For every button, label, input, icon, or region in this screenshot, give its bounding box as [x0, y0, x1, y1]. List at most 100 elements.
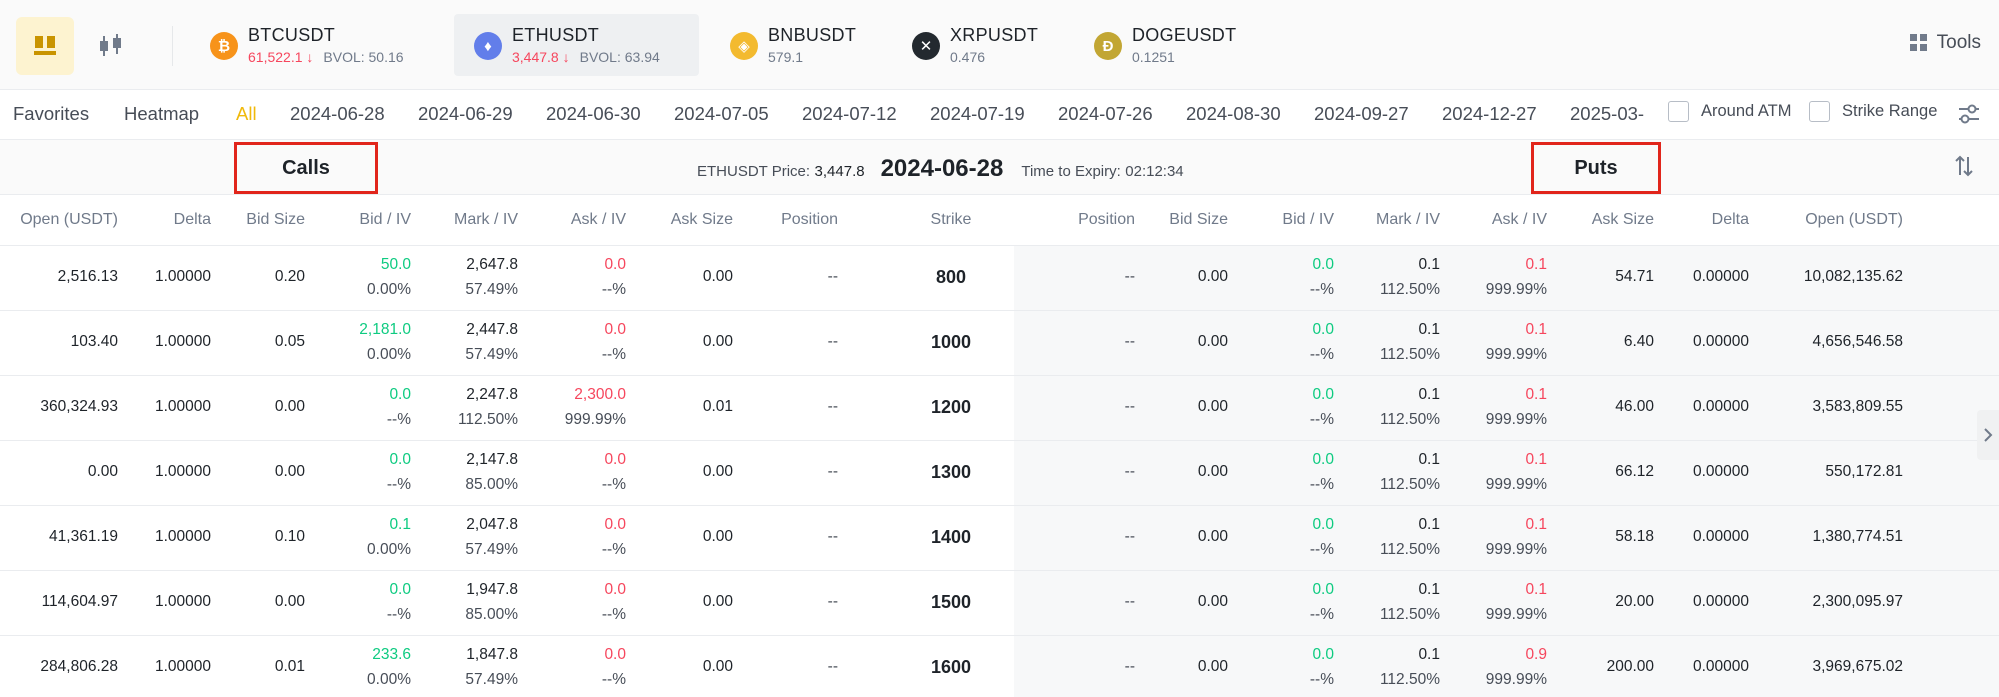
symbol-tab-bnbusdt[interactable]: ◈ BNBUSDT 579.1 — [724, 14, 874, 76]
put-mark-iv: 112.50% — [1379, 281, 1440, 298]
put-open: 1,380,774.51 — [1812, 528, 1903, 545]
symbol-name: XRPUSDT — [950, 25, 1039, 45]
symbol-tab-xrpusdt[interactable]: ✕ XRPUSDT 0.476 — [906, 14, 1056, 76]
checkbox-box[interactable] — [1809, 101, 1830, 122]
expiry-tab[interactable]: 2024-07-12 — [802, 103, 897, 124]
strike-price: 1600 — [930, 657, 972, 677]
column-header-put: Ask Size — [1591, 211, 1654, 228]
symbol-price-line: 0.476 — [950, 49, 985, 65]
symbol-tab-btcusdt[interactable]: ₿ BTCUSDT 61,522.1 ↓ BVOL: 50.16 — [200, 14, 430, 76]
tab-favorites[interactable]: Favorites — [13, 103, 90, 124]
puts-label: Puts — [1531, 142, 1661, 194]
put-bid-iv: --% — [1309, 671, 1334, 688]
call-mark-iv: 57.49% — [465, 671, 518, 688]
call-bid-iv: 0.00% — [367, 671, 411, 688]
call-mark-price: 2,147.8 — [466, 451, 518, 468]
put-bid-size: 0.00 — [1197, 463, 1228, 480]
candlestick-view-button[interactable] — [82, 17, 140, 75]
around-atm-checkbox[interactable]: Around ATM — [1668, 101, 1791, 122]
expiry-tab[interactable]: 2024-07-19 — [930, 103, 1025, 124]
symbol-tab-dogeusdt[interactable]: Ð DOGEUSDT 0.1251 — [1088, 14, 1248, 76]
expiry-tab[interactable]: 2025-03- — [1570, 103, 1645, 124]
calls-label: Calls — [234, 142, 378, 194]
checkbox-box[interactable] — [1668, 101, 1689, 122]
price-label: ETHUSDT Price: — [697, 163, 811, 180]
expiry-tab[interactable]: 2024-06-28 — [290, 103, 385, 124]
put-delta: 0.00000 — [1692, 463, 1749, 480]
tab-all[interactable]: All — [236, 103, 257, 124]
expiry-tab[interactable]: 2024-06-30 — [546, 103, 641, 124]
call-bid-iv: --% — [386, 606, 411, 623]
table-row[interactable]: 360,324.93 1.00000 0.00 0.0 --% 2,247.8 112.50… — [0, 375, 1999, 440]
strike-range-label: Strike Range — [1842, 102, 1938, 120]
settings-button[interactable] — [1957, 103, 1981, 130]
put-ask-size: 58.18 — [1615, 528, 1654, 545]
strike-range-checkbox[interactable]: Strike Range — [1809, 101, 1937, 122]
call-mark-iv: 85.00% — [465, 606, 518, 623]
sort-icon — [1955, 155, 1973, 177]
expand-panel-button[interactable] — [1977, 410, 1999, 460]
expiry-tab[interactable]: 2024-08-30 — [1186, 103, 1281, 124]
coin-glyph: ◈ — [738, 38, 750, 55]
call-ask-price: 0.0 — [604, 646, 626, 663]
expiry-tab[interactable]: 2024-09-27 — [1314, 103, 1409, 124]
put-delta: 0.00000 — [1692, 333, 1749, 350]
call-bid-price: 0.0 — [389, 386, 411, 403]
call-bid-size: 0.00 — [274, 593, 305, 610]
call-bid-size: 0.20 — [274, 268, 305, 285]
column-header-put: Mark / IV — [1375, 211, 1440, 228]
symbol-tab-ethusdt[interactable]: ♦ ETHUSDT 3,447.8 ↓ BVOL: 63.94 — [454, 14, 699, 76]
put-ask-size: 20.00 — [1615, 593, 1654, 610]
table-row[interactable]: 2,516.13 1.00000 0.20 50.0 0.00% 2,647.8 57.49… — [0, 245, 1999, 310]
call-ask-price: 0.0 — [604, 451, 626, 468]
put-ask-size: 46.00 — [1615, 398, 1654, 415]
put-mark-iv: 112.50% — [1379, 411, 1440, 428]
put-ask-size: 54.71 — [1615, 268, 1654, 285]
table-row[interactable]: 103.40 1.00000 0.05 2,181.0 0.00% 2,447.8 57.4… — [0, 310, 1999, 375]
call-position: -- — [827, 593, 838, 610]
tab-heatmap[interactable]: Heatmap — [124, 103, 200, 124]
expiry-tab[interactable]: 2024-07-26 — [1058, 103, 1153, 124]
options-chain-view-button[interactable] — [16, 17, 74, 75]
put-position: -- — [1124, 268, 1135, 285]
tools-button[interactable]: Tools — [1909, 32, 1981, 54]
put-open: 10,082,135.62 — [1803, 268, 1903, 285]
call-open: 284,806.28 — [40, 658, 118, 675]
put-mark-iv: 112.50% — [1379, 476, 1440, 493]
strike-column-background — [874, 245, 1014, 697]
put-delta: 0.00000 — [1692, 658, 1749, 675]
expiry-tab[interactable]: 2024-07-05 — [674, 103, 769, 124]
symbol-price-line: 579.1 — [768, 49, 803, 65]
expiry-tab[interactable]: 2024-06-29 — [418, 103, 513, 124]
call-bid-price: 0.0 — [389, 581, 411, 598]
table-row[interactable]: 0.00 1.00000 0.00 0.0 --% 2,147.8 85.00% 0.0 --%… — [0, 440, 1999, 505]
table-row[interactable]: 41,361.19 1.00000 0.10 0.1 0.00% 2,047.8 57.49… — [0, 505, 1999, 570]
underlying-price: ETHUSDT Price: 3,447.8 — [697, 163, 865, 181]
put-mark-price: 0.1 — [1418, 581, 1440, 598]
column-header-put: Position — [1078, 211, 1135, 228]
call-bid-price: 50.0 — [380, 256, 411, 273]
put-bid-price: 0.0 — [1312, 321, 1334, 338]
call-mark-price: 2,047.8 — [466, 516, 518, 533]
symbol-name: ETHUSDT — [512, 25, 600, 45]
bnb-icon: ◈ — [730, 32, 758, 60]
call-ask-iv: --% — [601, 476, 626, 493]
call-mark-price: 2,247.8 — [466, 386, 518, 403]
put-ask-size: 66.12 — [1615, 463, 1654, 480]
table-row[interactable]: 114,604.97 1.00000 0.00 0.0 --% 1,947.8 85.00%… — [0, 570, 1999, 635]
coin-glyph: ♦ — [484, 37, 492, 55]
expiry-info-row — [0, 140, 1999, 195]
column-header-put: Bid / IV — [1282, 211, 1334, 228]
put-position: -- — [1124, 593, 1135, 610]
symbol-bvol: BVOL: 63.94 — [579, 49, 660, 65]
symbol-name: DOGEUSDT — [1132, 25, 1237, 45]
sort-button[interactable] — [1955, 155, 1973, 182]
column-header-call: Bid Size — [246, 211, 305, 228]
table-row[interactable]: 284,806.28 1.00000 0.01 233.6 0.00% 1,847.8 57… — [0, 635, 1999, 697]
expiry-countdown: 02:12:34 — [1125, 163, 1184, 180]
expiry-tab[interactable]: 2024-12-27 — [1442, 103, 1537, 124]
call-position: -- — [827, 398, 838, 415]
put-bid-iv: --% — [1309, 346, 1334, 363]
coin-glyph: ₿ — [217, 37, 231, 55]
call-mark-iv: 112.50% — [457, 411, 518, 428]
